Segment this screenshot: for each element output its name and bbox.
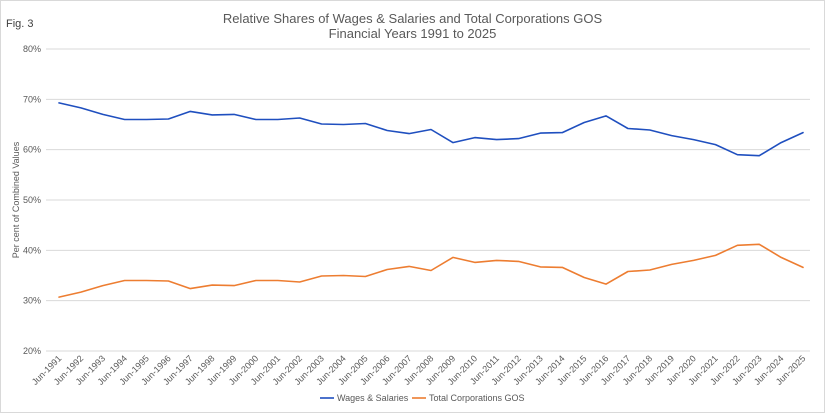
figure-label: Fig. 3 [6,18,34,30]
chart-subtitle: Financial Years 1991 to 2025 [328,26,497,41]
y-tick-label: 30% [23,296,41,306]
legend-label: Wages & Salaries [337,393,409,403]
y-tick-label: 80% [23,44,41,54]
series-line-1 [58,243,804,298]
legend-label: Total Corporations GOS [429,393,525,403]
y-tick-label: 50% [23,195,41,205]
y-tick-label: 60% [23,145,41,155]
chart-title: Relative Shares of Wages & Salaries and … [222,11,603,26]
y-tick-label: 40% [23,245,41,255]
series-line-0 [58,102,804,157]
y-tick-label: 70% [23,94,41,104]
y-tick-label: 20% [23,346,41,356]
y-axis-label: Per cent of Combined Values [11,141,21,258]
